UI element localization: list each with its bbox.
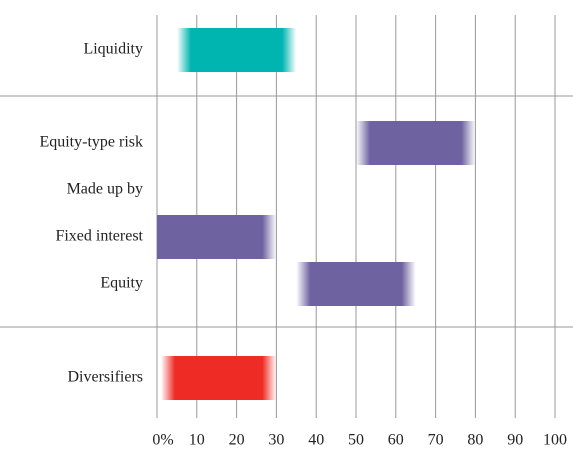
- category-label: Diversifiers: [67, 369, 143, 386]
- category-label: Liquidity: [83, 41, 143, 58]
- x-tick-label: 100: [543, 432, 567, 449]
- x-tick-label: 30: [268, 432, 284, 449]
- x-tick-label: 50: [348, 432, 364, 449]
- category-label: Equity: [100, 275, 143, 292]
- x-tick-label: 0%: [152, 432, 173, 449]
- x-tick-label: 40: [308, 432, 324, 449]
- x-tick-label: 10: [189, 432, 205, 449]
- bar: [160, 356, 277, 400]
- category-label: Fixed interest: [55, 228, 143, 245]
- bar: [356, 121, 476, 165]
- category-label: Made up by: [67, 181, 143, 198]
- x-tick-label: 70: [428, 432, 444, 449]
- category-label: Equity-type risk: [39, 134, 143, 151]
- x-tick-label: 90: [507, 432, 523, 449]
- bar: [157, 215, 277, 259]
- x-tick-label: 20: [229, 432, 245, 449]
- bar: [296, 262, 416, 306]
- bar: [176, 28, 297, 72]
- x-tick-label: 80: [467, 432, 483, 449]
- x-tick-label: 60: [388, 432, 404, 449]
